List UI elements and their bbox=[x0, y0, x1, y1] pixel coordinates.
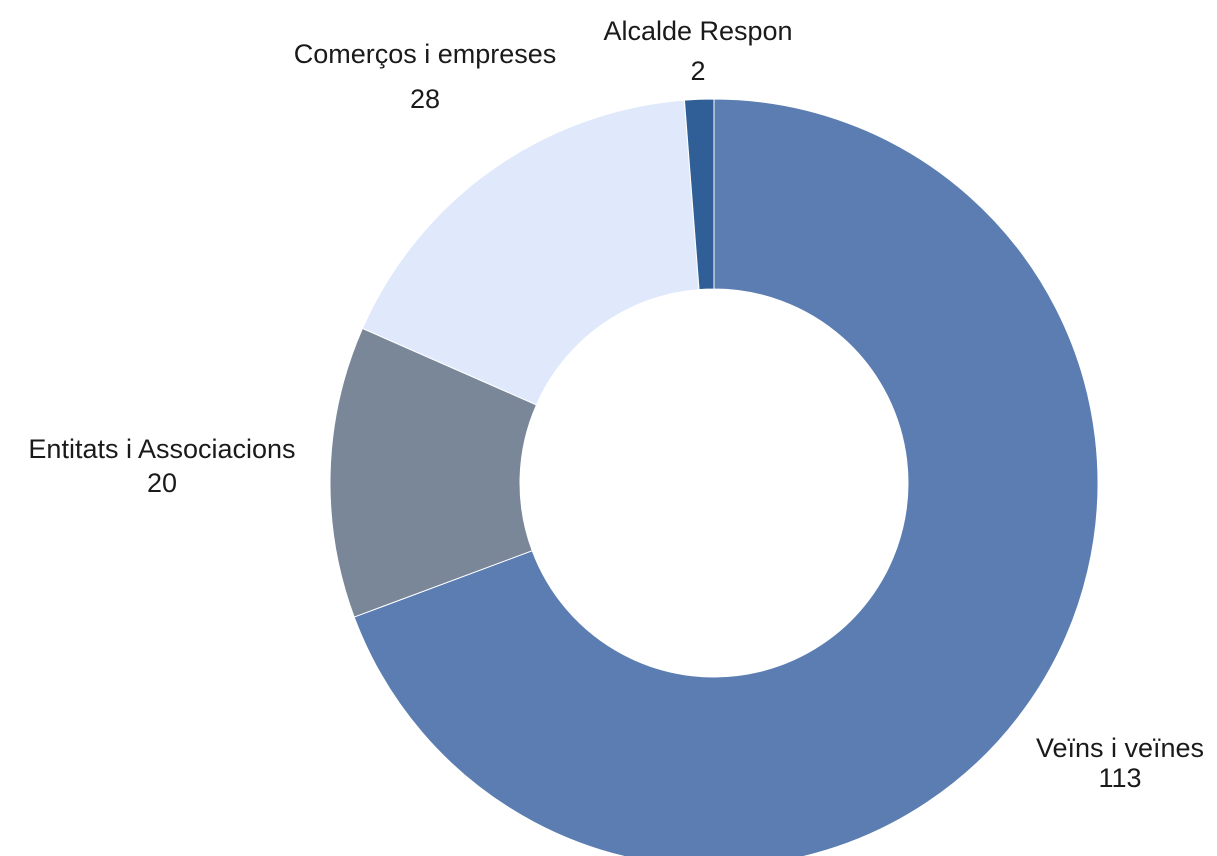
slice-3 bbox=[361, 99, 700, 406]
slice-3-category-label: Comerços i empreses bbox=[294, 39, 557, 69]
slice-4-value-label: 2 bbox=[690, 56, 705, 86]
slice-1 bbox=[353, 98, 1099, 856]
slices bbox=[329, 98, 1099, 856]
slice-2-value-label: 20 bbox=[147, 468, 177, 498]
slice-1-category-label: Veïns i veïnes bbox=[1036, 733, 1204, 763]
slice-3-value-label: 28 bbox=[410, 84, 440, 114]
slice-4 bbox=[683, 98, 715, 291]
slice-2-category-label: Entitats i Associacions bbox=[28, 434, 295, 464]
slice-1-value-label: 113 bbox=[1098, 763, 1141, 793]
slice-2 bbox=[329, 327, 538, 618]
slice-4-category-label: Alcalde Respon bbox=[603, 16, 792, 46]
